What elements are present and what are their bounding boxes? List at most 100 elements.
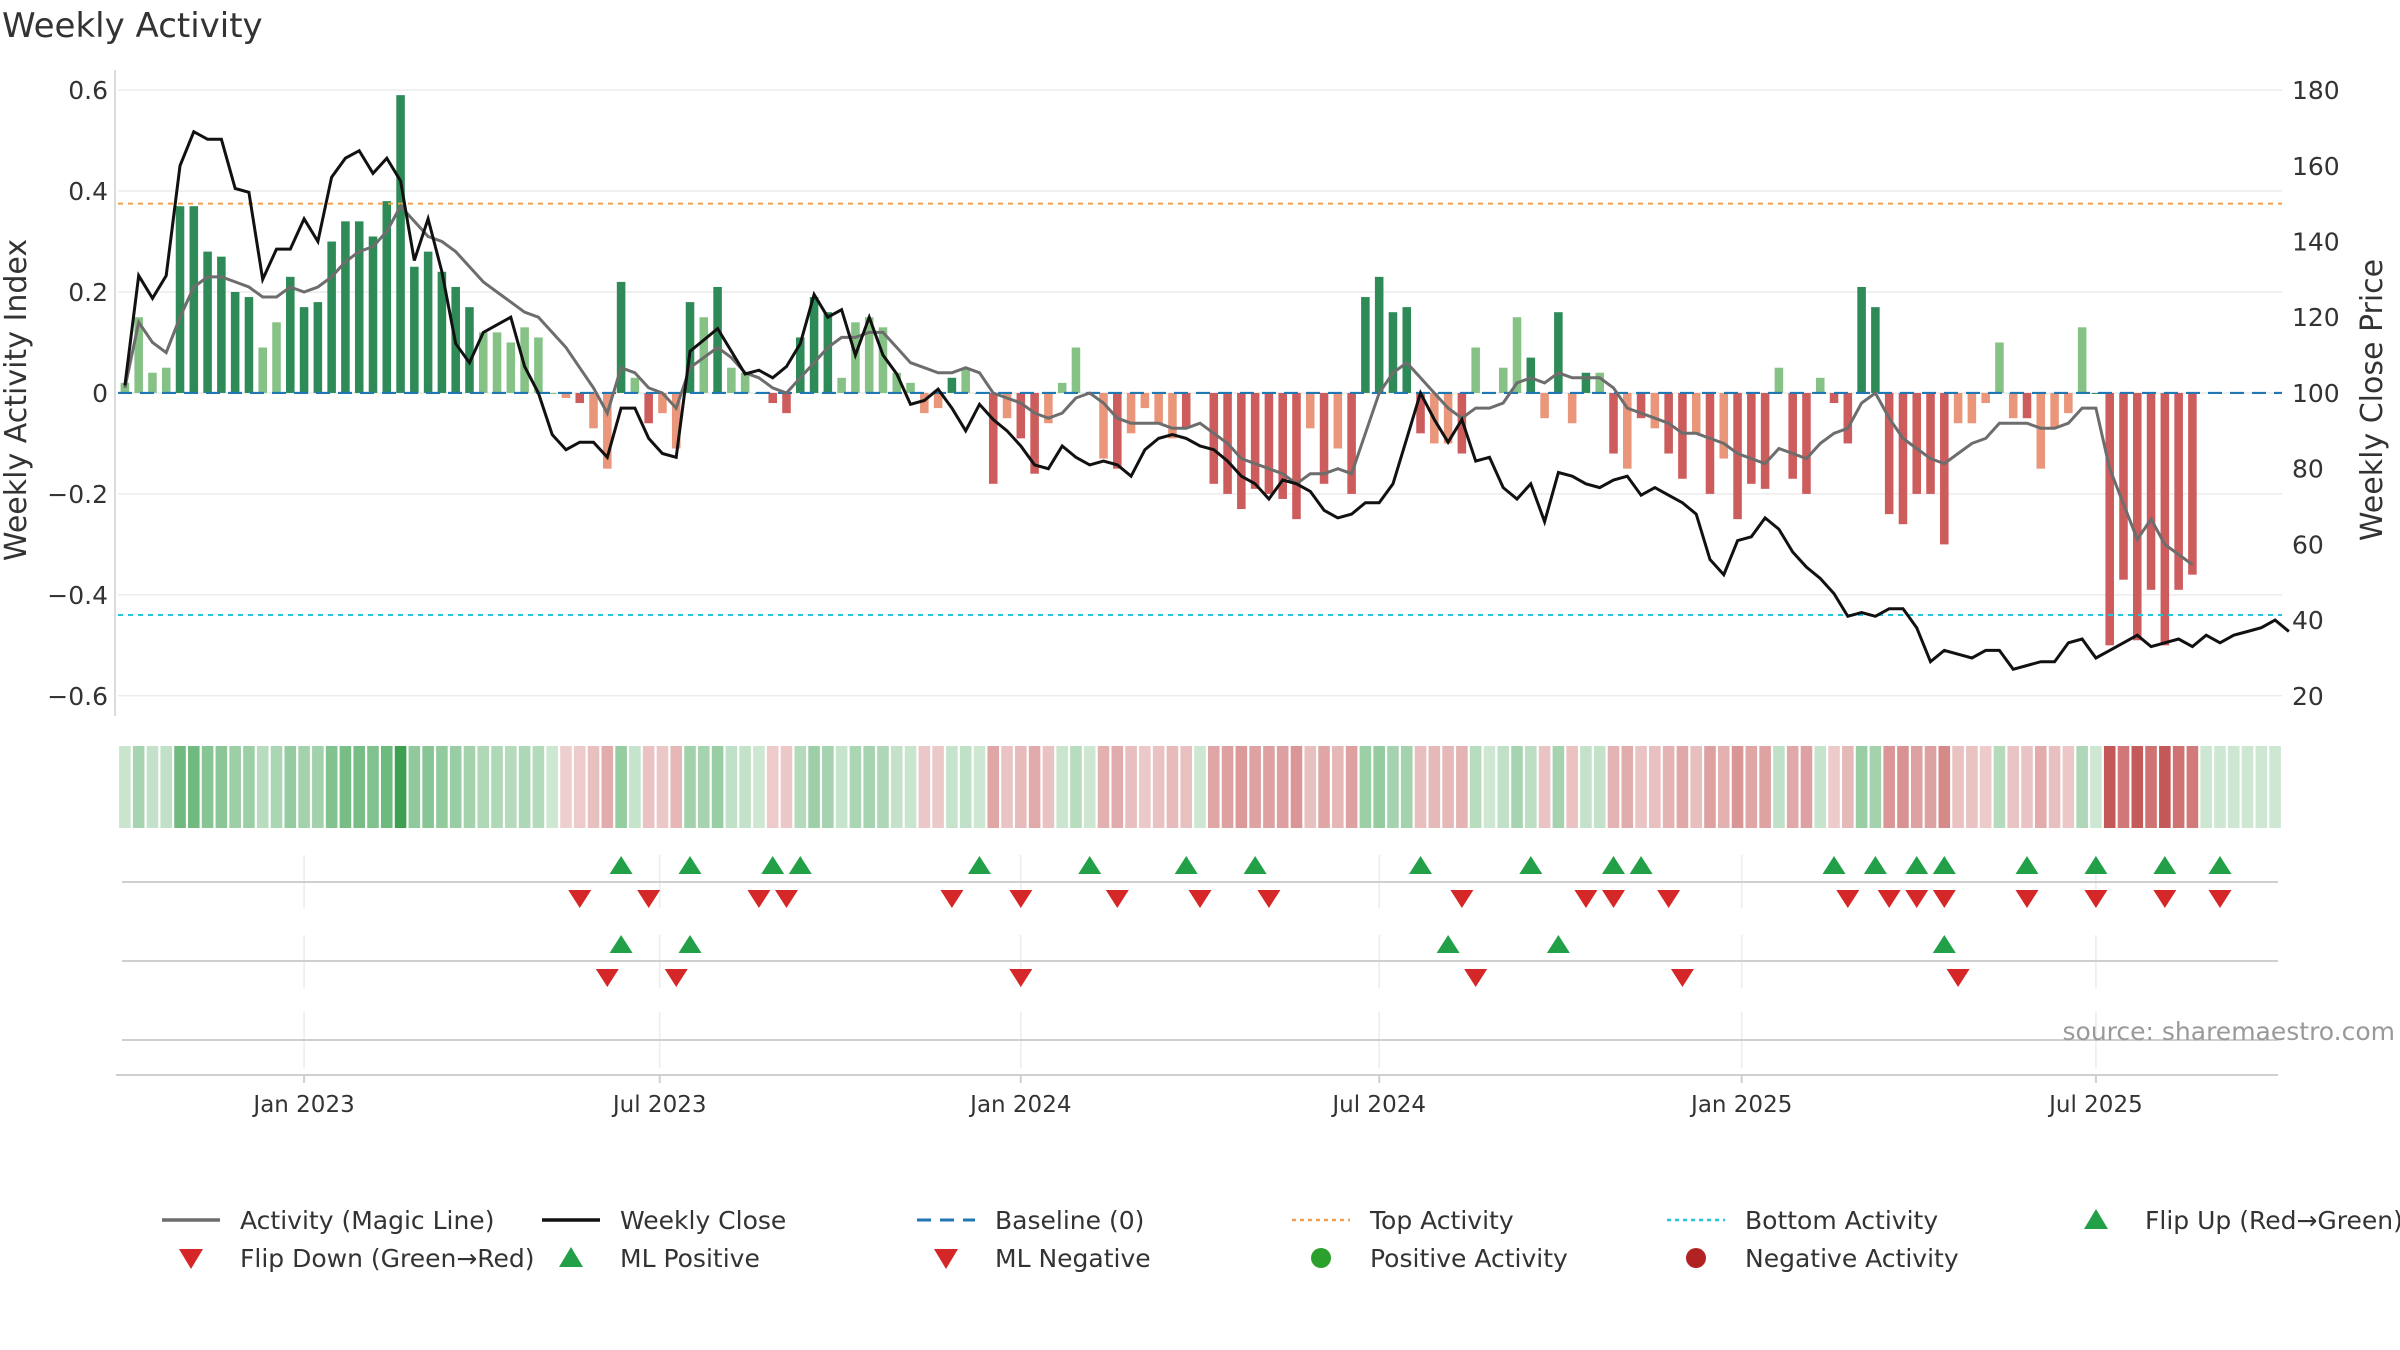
flip-up-marker	[1932, 856, 1956, 874]
heatstrip-cell	[1276, 746, 1289, 828]
heatstrip-cell	[2048, 746, 2061, 828]
heatstrip-cell	[1263, 746, 1275, 828]
heatstrip-cell	[284, 746, 297, 828]
ml-negative-marker	[664, 969, 688, 987]
activity-bar	[1636, 392, 1646, 419]
activity-bar	[148, 372, 157, 393]
heatstrip-cell	[1015, 746, 1027, 828]
activity-bar	[685, 302, 695, 393]
heatstrip-cell	[1676, 746, 1689, 828]
heatstrip-cell	[1621, 746, 1634, 828]
heatstrip-cell	[394, 746, 407, 828]
x-tick-label: Jan 2024	[968, 1092, 1071, 1118]
activity-bar	[1402, 307, 1412, 393]
heatstrip-cell	[1649, 746, 1661, 828]
flip-up-marker	[2153, 856, 2177, 874]
flip-down-marker	[568, 890, 592, 908]
heatstrip-cell	[794, 746, 807, 828]
heatstrip-cell	[1759, 746, 1771, 828]
y-axis-label: Weekly Activity Index	[0, 239, 34, 561]
activity-bar	[1071, 347, 1081, 393]
heatstrip-cell	[160, 746, 173, 828]
activity-bar	[878, 327, 888, 393]
ml-positive-marker	[1436, 935, 1460, 953]
legend-swatch-icon	[934, 1249, 958, 1269]
activity-bar	[244, 297, 254, 393]
activity-bar	[1416, 392, 1425, 434]
ml-markers-panel	[122, 935, 2278, 988]
heatstrip-cell	[1897, 746, 1909, 828]
heatstrip-cell	[973, 746, 986, 828]
series-lines	[123, 129, 2290, 672]
activity-bar	[1774, 367, 1784, 393]
flip-down-marker	[637, 890, 661, 908]
activity-bar	[713, 286, 722, 393]
activity-bar	[1044, 392, 1053, 424]
legend-item: ML Negative	[915, 1241, 1151, 1275]
heatstrip-cell	[1083, 746, 1096, 828]
flip-down-marker	[1574, 890, 1598, 908]
activity-bar	[354, 221, 364, 393]
activity-bar	[988, 392, 998, 484]
activity-bar	[561, 392, 571, 398]
activity-bar	[1623, 392, 1632, 469]
heatstrip-cell	[2131, 746, 2144, 828]
activity-bar	[465, 307, 474, 393]
y2-tick-label: 120	[2292, 303, 2340, 332]
activity-bar	[2077, 327, 2087, 393]
activity-bar	[1030, 392, 1039, 474]
activity-bar	[1057, 382, 1067, 393]
heatstrip-cell	[1442, 746, 1454, 828]
heatstrip-cell	[1993, 746, 2006, 828]
y2-tick-label: 60	[2292, 530, 2324, 559]
ml-positive-marker	[1546, 935, 1570, 953]
heatstrip-cell	[987, 746, 1000, 828]
heatstrip-cell	[2255, 746, 2268, 828]
activity-bar	[1443, 392, 1453, 444]
activity-bar	[1981, 392, 1990, 404]
legend-swatch-icon	[1311, 1248, 1331, 1268]
legend-swatch-icon	[1686, 1248, 1706, 1268]
activity-bar	[1567, 392, 1577, 424]
weekly-activity-chart: 0.6 0.4 0.2 0 −0.2 −0.4 −0.6 180 160 140 120 100 80 6…	[0, 70, 2395, 1118]
flip-up-marker	[1863, 856, 1887, 874]
heatstrip-cell	[1125, 746, 1137, 828]
flip-down-marker	[1450, 890, 1474, 908]
heatstrip-cell	[863, 746, 875, 828]
activity-bar	[2174, 392, 2183, 590]
y2-tick-label: 20	[2292, 682, 2324, 711]
heatstrip-cell	[601, 746, 614, 828]
heatstrip-cell	[1111, 746, 1124, 828]
activity-bar	[1650, 392, 1660, 429]
heatstrip-cell	[2035, 746, 2047, 828]
activity-bar	[1361, 297, 1370, 393]
activity-bar	[1181, 392, 1191, 429]
activity-bar	[575, 392, 585, 404]
heatstrip-cell	[698, 746, 710, 828]
heatstrip-cell	[1042, 746, 1055, 828]
activity-bar	[1540, 392, 1549, 419]
activity-bar	[258, 347, 267, 393]
x-tick-label: Jan 2023	[251, 1092, 354, 1118]
heatstrip-cell	[2145, 746, 2157, 828]
heatstrip-cell	[1332, 746, 1344, 828]
activity-bar	[1016, 392, 1026, 439]
y-tick-label: −0.4	[47, 581, 108, 610]
flip-up-marker	[1243, 856, 1267, 874]
activity-bar	[1953, 392, 1963, 424]
heatstrip-cell	[1580, 746, 1592, 828]
flip-down-marker	[1657, 890, 1681, 908]
heatstrip-cell	[822, 746, 834, 828]
heatstrip-cell	[959, 746, 972, 828]
legend-swatch-icon	[162, 1218, 220, 1222]
heatstrip-cell	[380, 746, 393, 828]
heatstrip-cell	[711, 746, 724, 828]
heatstrip-cell	[835, 746, 848, 828]
heatstrip-cell	[904, 746, 917, 828]
activity-bar	[1237, 392, 1246, 510]
heatstrip-cell	[1469, 746, 1482, 828]
flip-down-marker	[1009, 890, 1033, 908]
activity-bar	[809, 297, 819, 393]
activity-bar	[478, 332, 488, 393]
heatstrip-cell	[353, 746, 365, 828]
